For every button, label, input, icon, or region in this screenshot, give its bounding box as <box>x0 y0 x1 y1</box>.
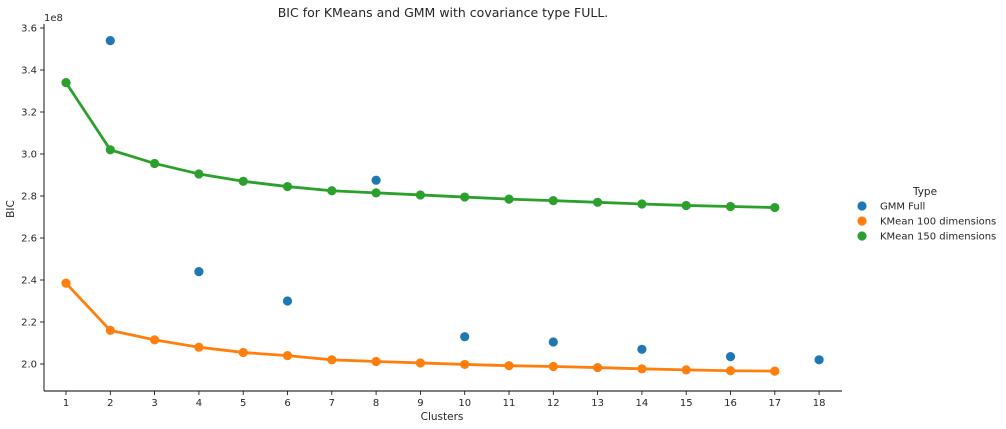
data-point <box>415 358 425 368</box>
data-point <box>460 359 470 370</box>
x-tick-label: 18 <box>813 398 826 409</box>
y-tick-label: 3.2 <box>21 108 37 119</box>
data-point <box>770 202 780 213</box>
y-tick-label: 2.6 <box>21 234 37 245</box>
series-kmean-100-dimensions <box>61 278 780 376</box>
chart-title: BIC for KMeans and GMM with covariance t… <box>278 5 609 20</box>
data-point <box>371 188 381 198</box>
data-point <box>637 344 647 354</box>
x-tick-label: 9 <box>417 398 423 409</box>
data-point <box>593 197 603 207</box>
data-point <box>681 365 691 375</box>
legend-title: Type <box>912 186 937 198</box>
data-point <box>238 347 248 358</box>
data-point <box>814 355 824 365</box>
legend-marker <box>857 231 867 241</box>
y-tick-label: 2.4 <box>21 276 37 287</box>
data-point <box>282 181 293 192</box>
data-point <box>105 36 115 46</box>
legend-label: GMM Full <box>880 202 925 213</box>
data-point <box>548 361 558 372</box>
data-point <box>725 201 736 212</box>
data-point <box>327 186 337 196</box>
series-line <box>64 282 775 373</box>
x-tick-label: 4 <box>196 398 202 409</box>
y-axis-offset: 1e8 <box>44 13 63 24</box>
plot-area <box>61 36 824 376</box>
y-axis-label: BIC <box>5 200 17 218</box>
data-point <box>194 267 204 277</box>
x-tick-label: 3 <box>151 398 157 409</box>
x-tick-label: 16 <box>724 398 737 409</box>
x-tick-label: 17 <box>768 398 781 409</box>
data-point <box>327 355 337 365</box>
y-tick-label: 2.8 <box>21 192 37 203</box>
y-tick-label: 3.0 <box>21 150 37 161</box>
y-tick-label: 3.6 <box>21 24 37 35</box>
x-tick-label: 1 <box>63 398 69 409</box>
data-point <box>238 176 248 186</box>
data-point <box>61 78 71 88</box>
y-tick-label: 2.2 <box>21 318 37 329</box>
data-point <box>105 145 115 155</box>
y-tick-label: 3.4 <box>21 66 37 77</box>
data-point <box>637 364 647 374</box>
legend-label: KMean 100 dimensions <box>880 217 996 228</box>
x-tick-label: 10 <box>458 398 471 409</box>
x-tick-label: 15 <box>680 398 693 409</box>
data-point <box>548 196 558 206</box>
series-kmean-150-dimensions <box>61 78 780 213</box>
data-point <box>725 366 736 376</box>
x-tick-label: 11 <box>503 398 516 409</box>
x-tick-label: 12 <box>547 398 560 409</box>
data-point <box>548 337 558 347</box>
series-line <box>64 81 775 209</box>
data-point <box>371 356 381 367</box>
y-tick-label: 2.0 <box>21 360 37 371</box>
data-point <box>637 199 647 209</box>
x-tick-label: 5 <box>240 398 246 409</box>
data-point <box>725 352 736 362</box>
data-point <box>504 361 514 371</box>
data-point <box>770 366 780 376</box>
series-gmm-full <box>105 36 824 365</box>
legend-marker <box>857 216 867 226</box>
data-point <box>371 175 381 185</box>
x-axis-label: Clusters <box>421 411 464 423</box>
x-tick-label: 8 <box>373 398 379 409</box>
data-point <box>415 190 425 200</box>
data-point <box>460 192 470 202</box>
x-tick-label: 7 <box>329 398 335 409</box>
x-tick-label: 13 <box>591 398 604 409</box>
x-axis-ticks: 1 2 3 4 5 6 7 8 9 10 11 12 13 14 15 16 17 18 <box>63 391 826 409</box>
data-point <box>150 158 160 169</box>
legend-label: KMean 150 dimensions <box>880 232 996 243</box>
data-point <box>194 169 204 179</box>
data-point <box>504 194 514 204</box>
x-tick-label: 2 <box>107 398 113 409</box>
data-point <box>282 351 293 361</box>
x-tick-label: 14 <box>636 398 649 409</box>
y-axis-ticks: 2.0 2.2 2.4 2.6 2.8 3.0 3.2 3.4 3.6 <box>21 24 44 371</box>
data-point <box>681 200 691 211</box>
data-point <box>194 342 204 352</box>
data-point <box>282 296 293 306</box>
data-point <box>460 332 470 342</box>
x-tick-label: 6 <box>284 398 290 409</box>
legend: Type GMM Full KMean 100 dimensions KMean 1… <box>857 186 996 243</box>
legend-marker <box>857 201 867 211</box>
data-point <box>105 325 115 335</box>
data-point <box>61 278 71 288</box>
data-point <box>150 335 160 345</box>
data-point <box>593 362 603 373</box>
